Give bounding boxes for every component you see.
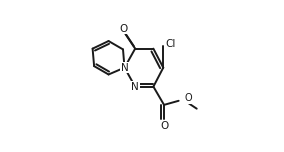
Text: N: N (131, 82, 139, 92)
Text: O: O (160, 121, 168, 131)
Text: Cl: Cl (166, 39, 176, 49)
Text: O: O (185, 93, 193, 103)
Text: O: O (119, 24, 127, 34)
Text: N: N (121, 63, 128, 73)
